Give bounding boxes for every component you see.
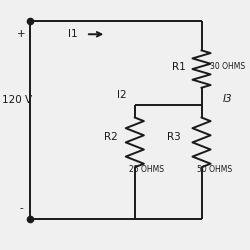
Text: +: +: [17, 29, 26, 39]
Text: 120 V: 120 V: [2, 95, 32, 105]
Text: 25 OHMS: 25 OHMS: [129, 165, 164, 174]
Text: I2: I2: [117, 90, 126, 100]
Text: I3: I3: [223, 94, 232, 104]
Text: R2: R2: [104, 132, 118, 142]
Text: 30 OHMS: 30 OHMS: [210, 62, 245, 71]
Text: -: -: [20, 203, 24, 213]
Text: 50 OHMS: 50 OHMS: [197, 165, 232, 174]
Text: I1: I1: [68, 29, 78, 39]
Text: R3: R3: [167, 132, 181, 142]
Text: R1: R1: [172, 62, 186, 72]
